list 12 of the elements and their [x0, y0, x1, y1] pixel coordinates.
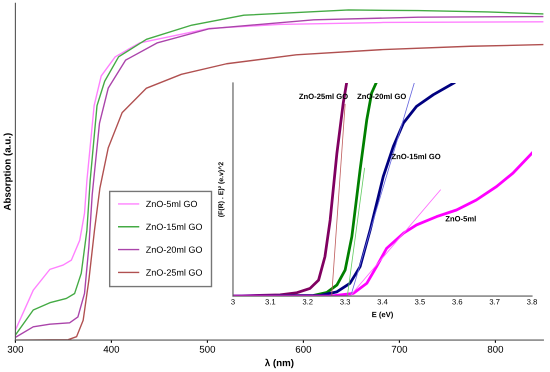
legend-label: ZnO-5ml GO: [146, 200, 198, 208]
x-axis-title: λ (nm): [264, 358, 294, 368]
x-tick-label: 500: [200, 346, 216, 353]
x-tick-label: 400: [104, 346, 120, 353]
legend-label: ZnO-15ml GO: [146, 223, 202, 230]
y-axis-title: Absorption (a.u.): [4, 133, 13, 210]
legend-label: ZnO-25ml GO: [146, 269, 202, 276]
x-tick-label: 300: [8, 346, 24, 353]
x-tick-label: 600: [296, 346, 312, 353]
x-tick-label: 800: [488, 346, 504, 353]
x-tick-label: 700: [392, 346, 408, 353]
legend-label: ZnO-20ml GO: [146, 246, 202, 253]
